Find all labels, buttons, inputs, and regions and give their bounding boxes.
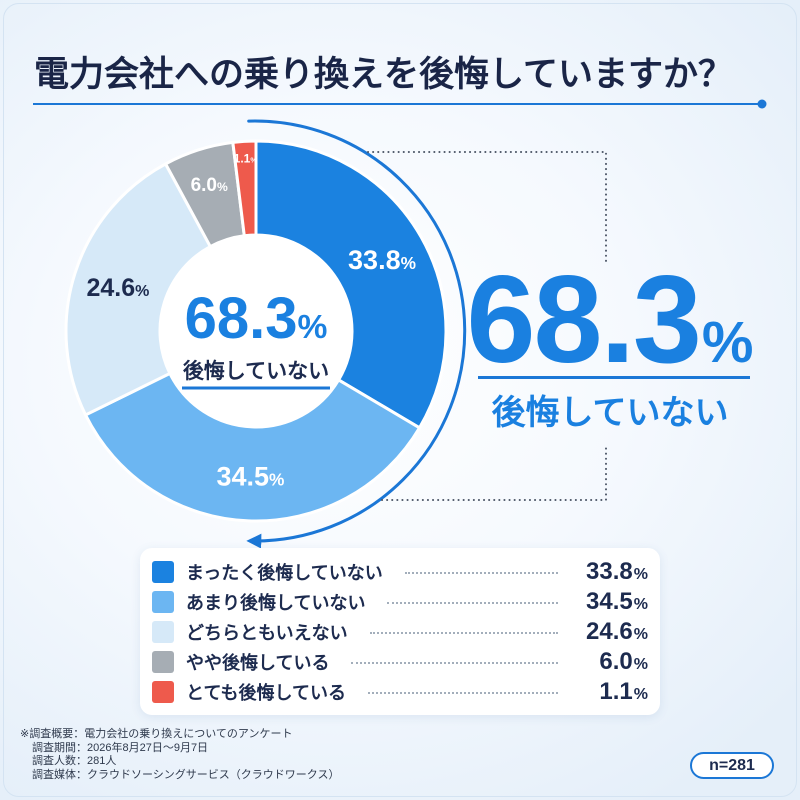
- legend-value-2-unit: %: [633, 596, 648, 613]
- legend-item-2: あまり後悔していない 34.5%: [152, 587, 648, 617]
- slice-label-3-value: 24.6: [86, 274, 135, 302]
- center-summary-unit: %: [297, 309, 327, 346]
- legend-label-3: どちらともいえない: [186, 623, 348, 643]
- slice-label-1-unit: %: [401, 253, 416, 273]
- center-summary-label: 後悔していない: [183, 359, 329, 383]
- legend-value-4-unit: %: [633, 656, 648, 673]
- legend-value-4: 6.0%: [582, 648, 648, 676]
- big-summary-unit: %: [701, 310, 754, 375]
- slice-label-3-unit: %: [135, 283, 149, 300]
- big-summary-value: 68.3%: [455, 258, 765, 382]
- legend-item-1: まったく後悔していない 33.8%: [152, 557, 648, 587]
- survey-note-respondents: 調査人数：281人: [32, 755, 117, 768]
- slice-label-4-value: 6.0: [191, 175, 217, 196]
- legend-swatch-1: [152, 561, 174, 583]
- donut-hole: [161, 236, 351, 426]
- donut-slice-3: [64, 162, 212, 417]
- legend-leader-dots-2: [387, 602, 558, 604]
- highlight-arc-arrow: [246, 119, 467, 549]
- legend-value-3-number: 24.6: [586, 618, 633, 645]
- slice-label-5-value: 1.1: [234, 152, 251, 166]
- legend-swatch-5: [152, 681, 174, 703]
- slice-label-5-unit: %: [250, 156, 257, 165]
- title-underline-dot: [757, 99, 767, 109]
- page-frame: [3, 3, 797, 797]
- big-summary-label: 後悔していない: [491, 394, 729, 432]
- survey-note-period: 調査期間：2026年8月27日～9月7日: [32, 741, 209, 754]
- legend-value-2: 34.5%: [582, 588, 648, 616]
- legend-swatch-2: [152, 591, 174, 613]
- legend-value-1-number: 33.8: [586, 558, 633, 585]
- slice-label-4: 6.0%: [191, 175, 228, 196]
- donut-slices: [64, 139, 448, 523]
- connector-bottom: [381, 447, 607, 501]
- legend-value-5-unit: %: [633, 686, 648, 703]
- slice-label-2: 34.5%: [216, 462, 284, 492]
- donut-slice-1: [254, 139, 448, 430]
- slice-labels: 33.8% 34.5% 24.6% 6.0% 1.1%: [86, 152, 416, 492]
- legend-value-3-unit: %: [633, 626, 648, 643]
- legend-label-4: やや後悔している: [186, 653, 330, 673]
- legend-item-5: とても後悔している 1.1%: [152, 677, 648, 707]
- donut-chart: 33.8% 34.5% 24.6% 6.0% 1.1% 68.3% 後悔していな…: [33, 99, 767, 549]
- slice-label-1-value: 33.8: [348, 245, 401, 275]
- legend-label-1: まったく後悔していない: [186, 563, 383, 583]
- legend-leader-dots-3: [369, 632, 558, 634]
- legend-value-3: 24.6%: [582, 618, 648, 646]
- legend-leader-dots-1: [404, 572, 558, 574]
- legend-item-3: どちらともいえない 24.6%: [152, 617, 648, 647]
- big-summary-underline: [478, 376, 750, 379]
- center-summary-value: 68.3%: [185, 286, 328, 351]
- donut-slice-2: [84, 371, 421, 523]
- legend: まったく後悔していない 33.8% あまり後悔していない 34.5% どちらとも…: [140, 548, 660, 715]
- slice-label-3: 24.6%: [86, 274, 149, 302]
- slice-label-2-unit: %: [269, 470, 284, 490]
- legend-value-4-number: 6.0: [599, 648, 633, 675]
- slice-label-1: 33.8%: [348, 245, 416, 275]
- center-summary-number: 68.3: [185, 286, 298, 351]
- connector-top: [367, 151, 607, 263]
- legend-value-2-number: 34.5: [586, 588, 633, 615]
- page-title: 電力会社への乗り換えを後悔していますか？: [34, 55, 733, 94]
- survey-note-overview: ※調査概要：電力会社の乗り換えについてのアンケート: [20, 728, 293, 740]
- slice-label-5: 1.1%: [234, 152, 258, 166]
- slice-label-4-unit: %: [217, 180, 228, 194]
- legend-value-1-unit: %: [633, 566, 648, 583]
- legend-swatch-4: [152, 651, 174, 673]
- big-summary-number: 68.3: [466, 251, 702, 389]
- legend-value-5-number: 1.1: [599, 678, 633, 705]
- legend-label-2: あまり後悔していない: [186, 593, 366, 613]
- legend-value-5: 1.1%: [582, 678, 648, 706]
- legend-value-1: 33.8%: [582, 558, 648, 586]
- survey-notes: ※調査概要：電力会社の乗り換えについてのアンケート 調査期間：2026年8月27…: [20, 728, 339, 782]
- slice-label-2-value: 34.5: [216, 462, 269, 492]
- legend-label-5: とても後悔している: [186, 683, 347, 703]
- legend-leader-dots-5: [368, 692, 558, 694]
- legend-leader-dots-4: [351, 662, 558, 664]
- sample-size-badge: n=281: [690, 752, 774, 779]
- legend-swatch-3: [152, 621, 174, 643]
- donut-slice-5: [231, 139, 258, 238]
- survey-note-medium: 調査媒体：クラウドソーシングサービス（クラウドワークス）: [32, 768, 340, 781]
- legend-item-4: やや後悔している 6.0%: [152, 647, 648, 677]
